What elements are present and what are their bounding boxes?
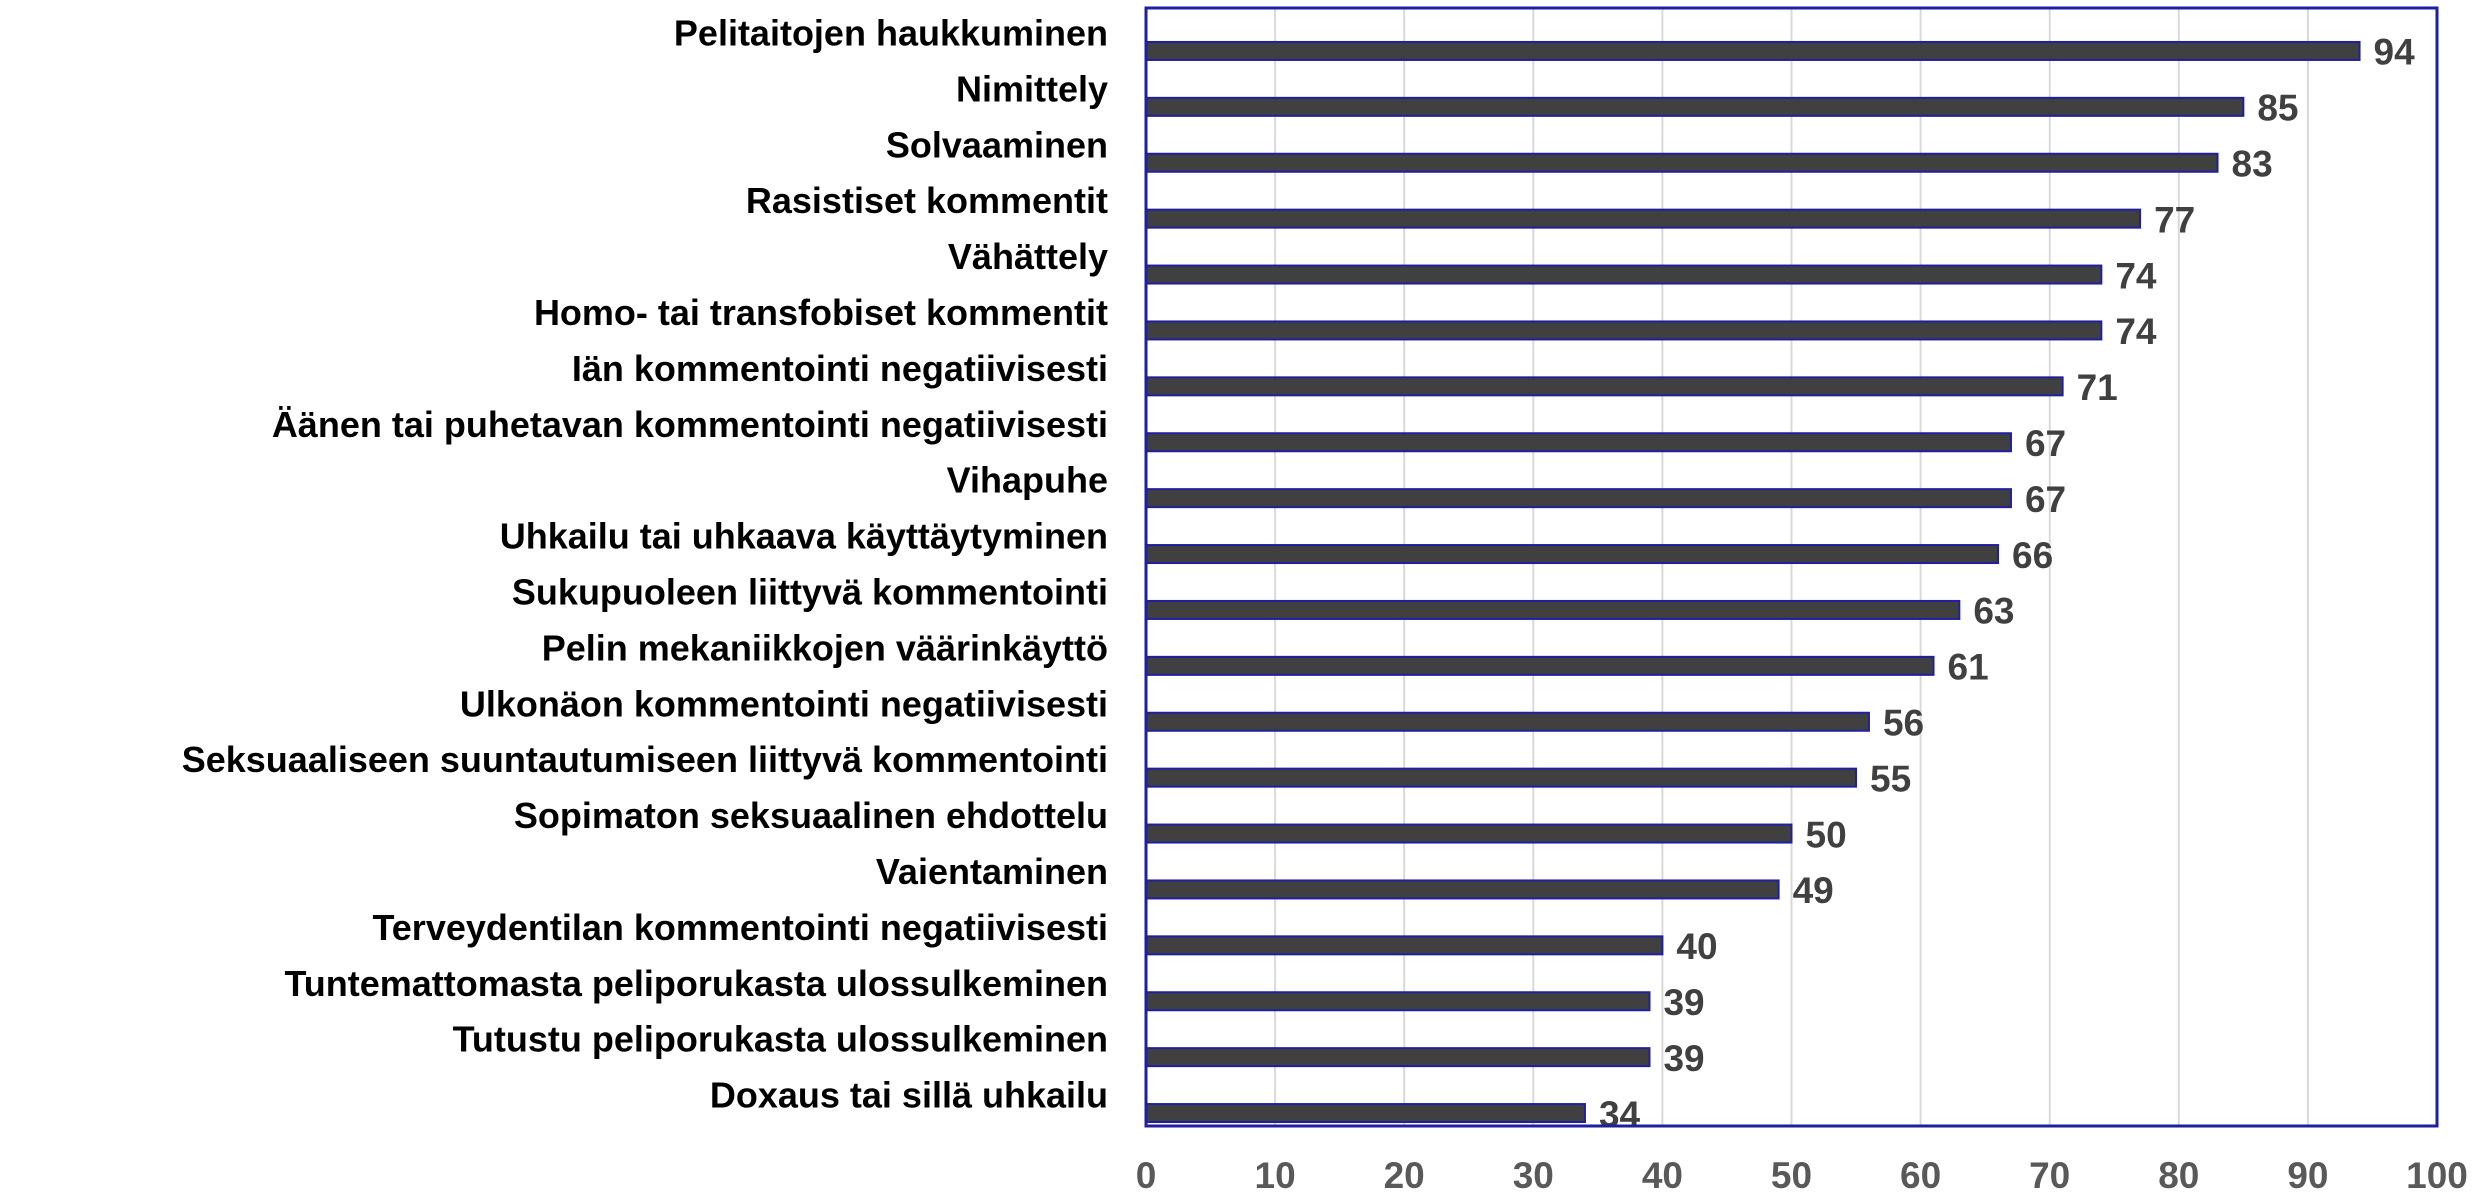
value-label: 74: [2115, 311, 2157, 352]
bar: [1145, 544, 2000, 565]
y-tick-label: Tuntemattomasta peliporukasta ulossulkem…: [284, 963, 1108, 1004]
bar: [1145, 1103, 1586, 1124]
bar: [1145, 264, 2103, 285]
y-tick-label: Terveydentilan kommentointi negatiivises…: [372, 907, 1108, 948]
value-label: 49: [1793, 870, 1834, 911]
value-label: 67: [2025, 479, 2066, 520]
value-label: 71: [2077, 367, 2118, 408]
bar: [1145, 488, 2012, 509]
y-tick-label: Sukupuoleen liittyvä kommentointi: [512, 571, 1108, 612]
value-label: 39: [1663, 982, 1704, 1023]
value-label: 74: [2115, 255, 2157, 296]
x-tick-label: 70: [2029, 1155, 2070, 1196]
value-label: 77: [2154, 199, 2195, 240]
x-tick-label: 60: [1900, 1155, 1941, 1196]
value-label: 66: [2012, 535, 2053, 576]
value-label: 40: [1676, 926, 1717, 967]
x-tick-label: 80: [2158, 1155, 2199, 1196]
value-label: 94: [2374, 32, 2416, 73]
bar: [1145, 879, 1780, 900]
bar: [1145, 767, 1858, 788]
value-label: 39: [1663, 1038, 1704, 1079]
y-tick-label: Pelin mekaniikkojen väärinkäyttö: [542, 627, 1108, 668]
value-label: 67: [2025, 423, 2066, 464]
y-tick-label: Vaientaminen: [876, 851, 1108, 892]
value-label: 63: [1973, 591, 2014, 632]
x-tick-label: 90: [2287, 1155, 2328, 1196]
y-tick-label: Doxaus tai sillä uhkailu: [710, 1075, 1108, 1116]
bar: [1145, 991, 1651, 1012]
y-tick-label: Seksuaaliseen suuntautumiseen liittyvä k…: [182, 739, 1108, 780]
x-tick-label: 100: [2406, 1155, 2468, 1196]
value-label: 85: [2257, 88, 2298, 129]
x-tick-label: 50: [1771, 1155, 1812, 1196]
y-tick-label: Solvaaminen: [886, 124, 1108, 165]
bar: [1145, 152, 2219, 173]
y-tick-label: Rasistiset kommentit: [746, 180, 1108, 221]
value-label: 83: [2232, 144, 2273, 185]
bar: [1145, 40, 2361, 61]
y-tick-label: Ulkonäon kommentointi negatiivisesti: [460, 683, 1108, 724]
value-label: 56: [1883, 703, 1924, 744]
bar: [1145, 376, 2064, 397]
bar: [1145, 1047, 1651, 1068]
y-tick-label: Tutustu peliporukasta ulossulkeminen: [453, 1019, 1108, 1060]
value-label: 50: [1806, 814, 1847, 855]
x-tick-label: 0: [1136, 1155, 1157, 1196]
y-tick-label: Homo- tai transfobiset kommentit: [534, 292, 1108, 333]
y-tick-label: Nimittely: [956, 68, 1108, 109]
bar: [1145, 935, 1664, 956]
x-tick-label: 40: [1642, 1155, 1683, 1196]
y-tick-label: Sopimaton seksuaalinen ehdottelu: [514, 795, 1108, 836]
y-tick-label: Vihapuhe: [947, 460, 1108, 501]
y-tick-label: Iän kommentointi negatiivisesti: [572, 348, 1108, 389]
bar: [1145, 823, 1793, 844]
value-label: 61: [1948, 647, 1989, 688]
y-tick-label: Äänen tai puhetavan kommentointi negatii…: [272, 404, 1108, 445]
y-tick-label: Vähättely: [948, 236, 1108, 277]
plot-border: [1144, 6, 2439, 1128]
bar: [1145, 320, 2103, 341]
x-tick-label: 30: [1513, 1155, 1554, 1196]
bar: [1145, 432, 2012, 453]
value-label: 34: [1599, 1094, 1641, 1135]
y-tick-label: Pelitaitojen haukkuminen: [674, 12, 1108, 53]
bar: [1145, 711, 1870, 732]
bar: [1145, 655, 1935, 676]
x-tick-label: 10: [1255, 1155, 1296, 1196]
bar: [1145, 208, 2142, 229]
bar: [1145, 96, 2245, 117]
x-tick-label: 20: [1384, 1155, 1425, 1196]
bar: [1145, 599, 1961, 620]
y-tick-label: Uhkailu tai uhkaava käyttäytyminen: [500, 516, 1108, 557]
value-label: 55: [1870, 758, 1911, 799]
